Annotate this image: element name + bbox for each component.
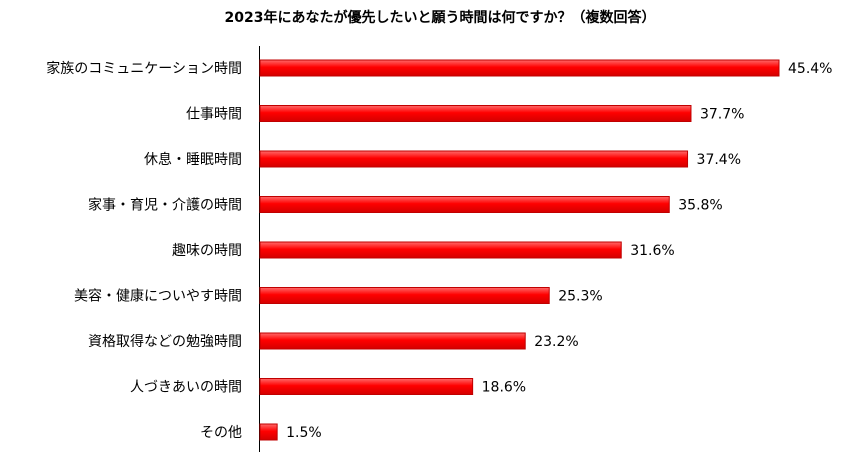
category-label: その他 bbox=[200, 425, 242, 441]
value-label: 23.2% bbox=[534, 334, 578, 350]
category-label: 休息・睡眠時間 bbox=[144, 151, 242, 168]
value-label: 25.3% bbox=[558, 289, 602, 305]
chart-title: 2023年にあなたが優先したいと願う時間は何ですか？（複数回答） bbox=[225, 9, 656, 26]
bars-group: 家族のコミュニケーション時間 45.4% 仕事時間 37.7% 休息・睡眠時間 37.4%… bbox=[46, 59, 832, 441]
value-label: 45.4% bbox=[788, 61, 832, 77]
category-label: 家事・育児・介護の時間 bbox=[88, 197, 242, 214]
bar bbox=[259, 59, 780, 77]
value-label: 1.5% bbox=[286, 425, 322, 441]
bar bbox=[259, 241, 622, 259]
category-label: 仕事時間 bbox=[186, 107, 242, 123]
bar bbox=[259, 287, 550, 304]
value-label: 37.7% bbox=[700, 107, 744, 123]
value-label: 35.8% bbox=[678, 198, 722, 214]
bar bbox=[259, 378, 474, 395]
value-label: 37.4% bbox=[697, 152, 741, 168]
category-label: 資格取得などの勉強時間 bbox=[88, 333, 242, 350]
category-label: 人づきあいの時間 bbox=[130, 380, 242, 396]
bar bbox=[259, 105, 692, 122]
bar bbox=[259, 150, 689, 168]
bar bbox=[259, 196, 670, 213]
value-label: 31.6% bbox=[630, 243, 674, 259]
bar bbox=[259, 332, 526, 350]
category-label: 家族のコミュニケーション時間 bbox=[46, 60, 242, 77]
category-label: 美容・健康についやす時間 bbox=[74, 288, 242, 305]
value-label: 18.6% bbox=[482, 380, 526, 396]
category-label: 趣味の時間 bbox=[172, 243, 242, 259]
bar bbox=[259, 423, 278, 441]
